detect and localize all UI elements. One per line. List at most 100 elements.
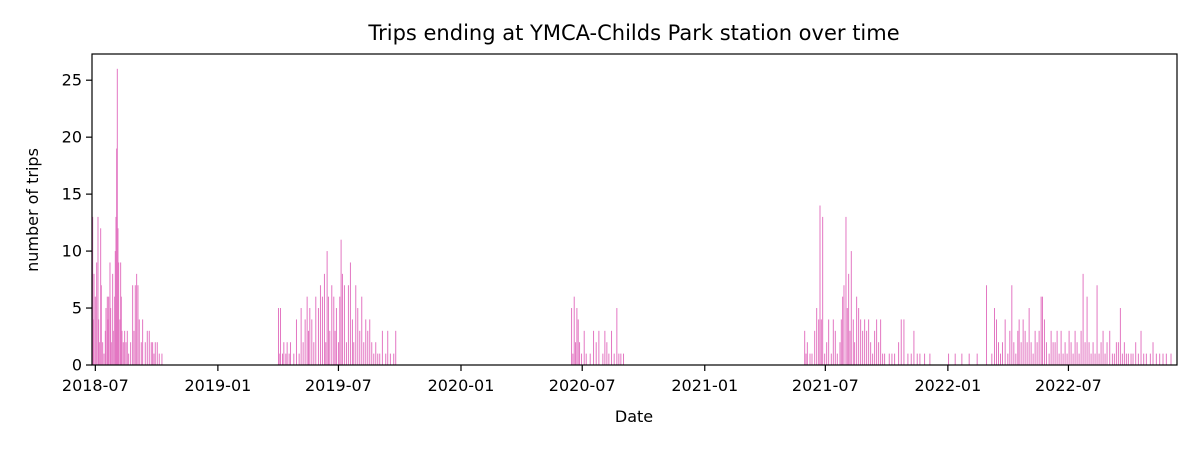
bar-2019-09-01 (379, 353, 381, 365)
bar-2019-04-02 (277, 308, 279, 365)
bar-2019-04-08 (281, 353, 283, 365)
bar-2022-01-12 (954, 353, 956, 365)
bar-2022-07-02 (1068, 330, 1070, 365)
bar-2019-05-09 (302, 342, 304, 365)
bar-2020-08-07 (606, 342, 608, 365)
bar-2021-08-09 (850, 251, 852, 365)
bar-2021-06-23 (819, 205, 821, 365)
bar-2018-08-28 (133, 330, 135, 365)
bar-2018-07-06 (98, 319, 100, 365)
bar-2020-06-23 (576, 308, 578, 365)
bar-2022-09-08 (1113, 353, 1115, 365)
bar-2022-06-05 (1050, 330, 1052, 365)
bar-2018-09-17 (146, 330, 148, 365)
bar-2020-08-18 (613, 353, 615, 365)
bar-2019-07-13 (345, 342, 347, 365)
bar-2020-08-10 (608, 353, 610, 365)
bar-2022-07-20 (1080, 330, 1082, 365)
bar-2021-07-16 (834, 330, 836, 365)
y-axis-ticks: 0 5 10 15 20 25 (62, 71, 92, 375)
bar-2019-06-10 (323, 273, 325, 365)
bar-2022-10-03 (1130, 353, 1132, 365)
bar-2018-07-17 (105, 308, 107, 365)
bar-2021-10-09 (891, 353, 893, 365)
bar-2022-04-30 (1026, 342, 1028, 365)
bar-2019-08-26 (375, 342, 377, 365)
bar-2019-08-11 (365, 319, 367, 365)
bar-2021-09-01 (866, 330, 868, 365)
bar-2021-11-02 (907, 353, 909, 365)
bar-2020-09-01 (623, 353, 625, 365)
bar-2019-07-07 (341, 273, 343, 365)
bar-2018-07-19 (106, 296, 108, 365)
bar-2019-07-01 (337, 342, 339, 365)
bar-2022-05-09 (1032, 353, 1034, 365)
bar-2019-07-05 (340, 239, 342, 365)
bar-2021-06-18 (816, 308, 818, 365)
bar-2019-08-23 (373, 353, 375, 365)
bar-2021-10-13 (894, 353, 896, 365)
bar-2019-04-20 (289, 342, 291, 365)
bar-2022-10-26 (1145, 353, 1147, 365)
bar-2022-04-13 (1015, 353, 1017, 365)
bar-2022-04-10 (1013, 342, 1015, 365)
bar-2018-08-04 (117, 228, 119, 365)
bar-2021-09-16 (876, 319, 878, 365)
bar-2022-02-14 (976, 353, 978, 365)
bar-2022-05-26 (1043, 319, 1045, 365)
bar-2021-06-30 (824, 353, 826, 365)
bar-2022-11-01 (1149, 353, 1151, 365)
bar-2022-07-14 (1076, 342, 1078, 365)
bar-2018-10-02 (156, 342, 158, 365)
bar-2021-05-31 (804, 330, 806, 365)
bar-2022-06-29 (1066, 353, 1068, 365)
bar-2022-04-18 (1018, 319, 1020, 365)
bar-2018-07-07 (98, 342, 100, 365)
bar-2018-08-09 (120, 296, 122, 365)
bar-2022-05-29 (1045, 342, 1047, 365)
bar-2018-08-20 (128, 353, 130, 365)
x-axis-ticks: 2018-07 2019-01 2019-07 2020-01 2020-07 2021-… (62, 365, 1102, 395)
bar-2021-06-21 (818, 319, 820, 365)
bar-2022-05-21 (1040, 296, 1042, 365)
bar-2021-08-23 (860, 319, 862, 365)
bar-2021-08-12 (852, 319, 854, 365)
bar-2021-09-28 (884, 353, 886, 365)
bar-2018-07-21 (108, 296, 110, 365)
bar-2020-07-26 (598, 330, 600, 365)
bar-2019-08-05 (361, 296, 363, 365)
bar-2018-07-31 (114, 251, 116, 365)
bar-2022-09-29 (1127, 353, 1129, 365)
bar-2019-07-27 (355, 285, 357, 365)
bar-2019-08-14 (367, 330, 369, 365)
bar-2022-03-12 (994, 308, 995, 365)
bar-2019-08-02 (359, 330, 361, 365)
bar-2022-08-19 (1100, 342, 1102, 365)
bar-2018-09-08 (140, 342, 142, 365)
chart-title: Trips ending at YMCA-Childs Park station… (367, 21, 899, 45)
bar-2021-08-03 (846, 308, 848, 365)
bar-2022-05-03 (1028, 308, 1030, 365)
bar-2022-08-25 (1104, 353, 1106, 365)
bar-2019-06-21 (331, 285, 333, 365)
bar-2020-06-21 (575, 342, 577, 365)
bar-2021-07-13 (832, 319, 834, 365)
bar-2022-03-15 (996, 319, 997, 365)
bar-2022-07-26 (1084, 342, 1086, 365)
bar-2018-08-23 (130, 342, 132, 365)
bar-2020-06-15 (571, 308, 573, 365)
bar-2019-07-30 (357, 308, 359, 365)
bar-2018-09-27 (153, 353, 155, 365)
bar-2022-02-28 (986, 285, 988, 365)
y-axis-label: number of trips (23, 148, 42, 272)
bar-2019-09-22 (393, 353, 395, 365)
bar-2020-08-01 (602, 353, 604, 365)
bar-2022-08-13 (1096, 285, 1098, 365)
bar-2021-11-07 (910, 353, 912, 365)
x-tick-label-2019-07: 2019-07 (305, 376, 372, 395)
bar-2018-09-05 (138, 319, 140, 365)
x-tick-label-2020-07: 2020-07 (549, 376, 616, 395)
bar-2022-08-28 (1106, 342, 1108, 365)
bar-2022-10-22 (1143, 353, 1145, 365)
bar-2018-09-29 (154, 342, 156, 365)
